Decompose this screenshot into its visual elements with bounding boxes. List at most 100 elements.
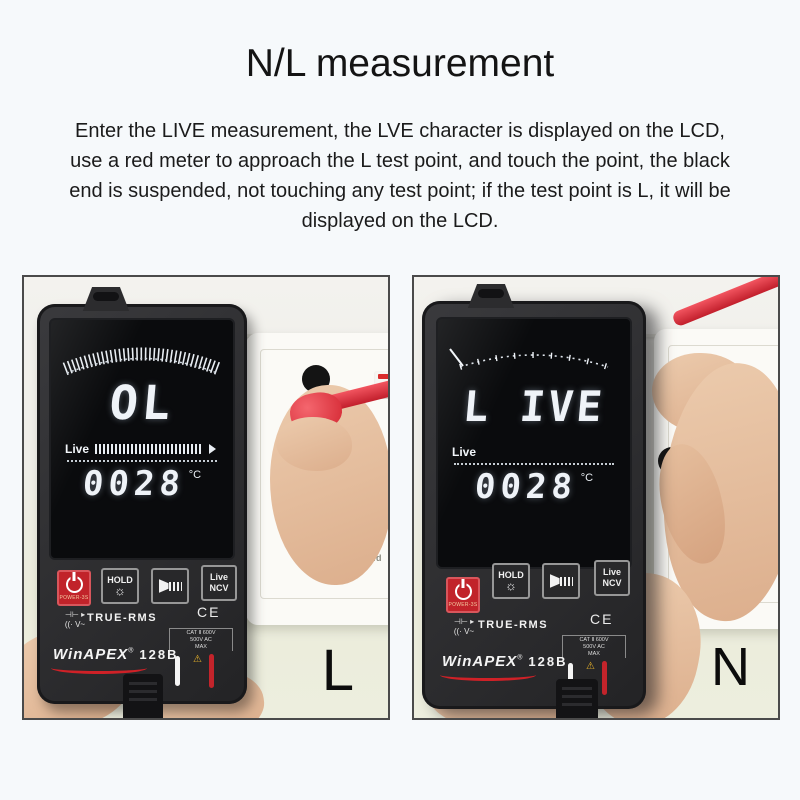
probe-plug (556, 679, 598, 718)
cat-line: CAT Ⅱ 600V (579, 637, 609, 643)
red-test-probe (671, 277, 778, 328)
warning-icon: ⚠ (586, 661, 595, 672)
cat-rating-label: CAT Ⅱ 600V 500V AC MAX (169, 628, 233, 651)
true-rms-label: TRUE-RMS (87, 612, 158, 624)
lcd-live-row: Live (452, 445, 616, 459)
lcd-dotted-separator (454, 463, 614, 465)
photo-label-n: N (711, 637, 750, 697)
page-title: N/L measurement (245, 42, 555, 85)
ncv-button-label: Live (602, 567, 621, 577)
cat-line: CAT Ⅱ 600V (186, 630, 216, 636)
lcd-secondary-row: 0028 °C (438, 467, 630, 507)
cat-line: 500V AC (583, 644, 605, 650)
ce-mark: CE (590, 611, 614, 627)
ce-mark: CE (197, 604, 221, 620)
lcd-temp-value: 0028 (81, 464, 187, 504)
power-icon (454, 582, 472, 600)
hold-button-label: HOLD (498, 570, 524, 580)
live-ncv-button: Live NCV (594, 560, 630, 596)
flashlight-icon (158, 579, 169, 593)
power-button-label: POWER-3S (448, 601, 478, 608)
power-icon (65, 575, 83, 593)
brand-underline (440, 669, 536, 681)
ncv-button-label: NCV (602, 578, 622, 588)
brand-name: WinAPEX (442, 653, 518, 670)
lcd-temp-value: 0028 (473, 467, 579, 507)
plus-jack-marker (209, 654, 214, 688)
model-number: 128B (139, 647, 179, 662)
mode-symbols: ⊣⊢ ▸ ((· V~ (440, 617, 488, 637)
brand-row: WinAPEX® 128B (440, 653, 568, 681)
cat-line: MAX (588, 651, 600, 657)
lcd-bar-graph (95, 444, 204, 454)
registered-mark: ® (517, 654, 523, 662)
hold-button: HOLD ☼ (492, 563, 530, 599)
hanger-hole (93, 292, 119, 301)
backlight-icon: ☼ (505, 578, 517, 593)
mode-symbols: ⊣⊢ ▸ ((· V~ (51, 610, 99, 630)
analog-scale-arc (62, 347, 222, 376)
flashlight-icon-beam (168, 581, 182, 591)
lcd-secondary-row: 0028 °C (51, 464, 233, 504)
symbols-row: ((· V~ (453, 627, 475, 636)
hanger-loop (82, 287, 130, 311)
intro-line: Enter the LIVE measurement, the LVE char… (75, 120, 725, 142)
power-button: POWER-3S (446, 577, 480, 613)
ncv-button-label: NCV (209, 583, 229, 593)
hand-finger (276, 417, 352, 471)
intro-line: use a red meter to approach the L test p… (70, 150, 730, 172)
lcd-live-row: Live (65, 442, 219, 456)
lcd-screen: OL Live 0028 °C (49, 318, 235, 560)
hanger-hole (478, 289, 504, 298)
photo-l-measurement: legrand OL Live (22, 275, 390, 720)
live-ncv-button: Live NCV (201, 565, 237, 601)
cat-rating-label: CAT Ⅱ 600V 500V AC MAX (562, 635, 626, 658)
com-jack-marker (175, 656, 180, 686)
lcd-temp-unit: °C (188, 469, 202, 481)
lcd-live-indicator: Live (65, 442, 90, 456)
lcd-bar-arrow (209, 444, 217, 454)
lcd-temp-unit: °C (580, 472, 594, 484)
flashlight-icon (549, 574, 560, 588)
intro-text: Enter the LIVE measurement, the LVE char… (0, 116, 800, 236)
hanger-loop (467, 284, 515, 308)
brand-row: WinAPEX® 128B (51, 646, 179, 674)
intro-line: end is suspended, not touching any test … (69, 180, 731, 202)
probe-plug (123, 674, 163, 718)
hold-button-label: HOLD (107, 575, 133, 585)
lcd-dotted-separator (67, 460, 217, 462)
lcd-main-reading: OL (107, 376, 177, 431)
symbols-row: ⊣⊢ ▸ (64, 610, 86, 619)
photo-label-l: L (321, 638, 354, 703)
analog-scale-arc (449, 348, 609, 370)
brand-underline (51, 662, 147, 674)
multimeter: OL Live 0028 °C POWER-3S ⊣⊢ ▸ ((· V~ (37, 287, 247, 718)
flashlight-button (151, 568, 189, 604)
com-jack-marker (568, 663, 573, 693)
warning-icon: ⚠ (193, 654, 202, 665)
backlight-icon: ☼ (114, 583, 126, 598)
socket-faceplate-outline (260, 349, 388, 599)
plus-jack-marker (602, 661, 607, 695)
cat-line: 500V AC (190, 637, 212, 643)
lcd-main-reading: L IVE (461, 382, 607, 431)
flashlight-icon-beam (559, 576, 573, 586)
power-button: POWER-3S (57, 570, 91, 606)
ncv-button-label: Live (209, 572, 228, 582)
symbols-row: ((· V~ (64, 620, 86, 629)
registered-mark: ® (128, 647, 134, 655)
brand-name: WinAPEX (53, 646, 129, 663)
power-button-label: POWER-3S (59, 594, 89, 601)
flashlight-button (542, 563, 580, 599)
cat-line: MAX (195, 644, 207, 650)
symbols-row: ⊣⊢ ▸ (453, 617, 475, 626)
multimeter: L IVE Live 0028 °C POWER-3S ⊣⊢ ▸ ((· V~ (422, 284, 646, 718)
lcd-screen: L IVE Live 0028 °C (436, 317, 632, 569)
lcd-live-indicator: Live (452, 445, 477, 459)
model-number: 128B (528, 654, 568, 669)
photo-n-measurement: legrand L IVE Live (412, 275, 780, 720)
true-rms-label: TRUE-RMS (478, 619, 549, 631)
intro-line: displayed on the LCD. (301, 210, 499, 232)
hold-button: HOLD ☼ (101, 568, 139, 604)
